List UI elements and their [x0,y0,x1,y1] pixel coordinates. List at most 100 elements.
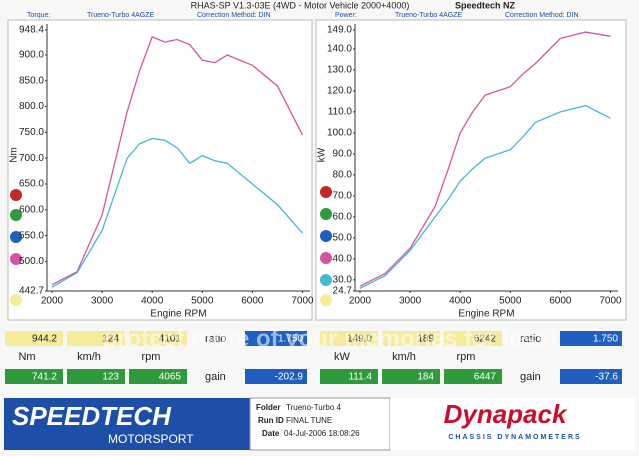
gain-label: gain [520,371,541,383]
y-tick-label: 50.0 [333,233,353,244]
y-tick-label: 600.0 [19,204,44,215]
y-tick-label: 140.0 [327,44,352,55]
y-tick-label: 130.0 [327,65,352,76]
unit: kW [334,351,351,363]
dot [10,189,22,201]
dot [320,186,332,198]
x-axis-label: Engine RPM [150,309,206,320]
gain: -37.6 [595,372,618,383]
x-tick-label: 7000 [291,296,314,307]
dot [320,274,332,286]
x-tick-label: 2000 [41,296,64,307]
x-tick-label: 7000 [599,296,622,307]
y-tick-label: 120.0 [327,86,352,97]
value-box [320,369,378,384]
vehicle: Trueno-Turbo 4AGZE [395,12,463,19]
value-box [5,369,63,384]
y-tick-label: 550.0 [19,230,44,241]
correction: Correction Method: DIN [197,12,271,19]
brand: SPEEDTECH [12,401,172,431]
y-tick-label: 900.0 [19,50,44,61]
unit: rpm [457,351,476,363]
value-box [67,331,125,346]
dyno-block [390,398,635,450]
value: 149.0 [347,334,372,345]
value: 189 [417,334,434,345]
y-tick-label: 442.7 [19,286,44,297]
value: 944.2 [32,334,57,345]
y-tick-label: 800.0 [19,101,44,112]
date-label: Date [262,429,280,438]
value: 184 [417,372,434,383]
header-title: RHAS-SP V1.3-03E (4WD - Motor Vehicle 20… [191,0,410,10]
unit: km/h [392,351,416,363]
value-box [129,369,187,384]
dot [10,209,22,221]
x-axis-label: Engine RPM [458,309,514,320]
value: 124 [102,334,119,345]
dyno-sub: CHASSIS DYNAMOMETERS [448,434,581,441]
line-series [51,36,304,286]
gain: -202.9 [275,372,304,383]
value-box [444,369,502,384]
value: 6242 [474,334,497,345]
folder-label: Folder [256,403,280,412]
x-tick-label: 4000 [141,296,164,307]
value-box [444,331,502,346]
value-box [382,369,440,384]
dot [10,253,22,265]
value-box [320,331,378,346]
unit: rpm [142,351,161,363]
x-tick-label: 3000 [399,296,422,307]
dot [10,231,22,243]
y-axis-label: kW [317,147,328,162]
dot [320,252,332,264]
header-company: Speedtech NZ [455,0,516,10]
dot [320,294,332,306]
correction: Correction Method: DIN [505,12,579,19]
value-box [5,331,63,346]
folder: Trueno-Turbo 4 [286,403,342,412]
gain-box [245,369,307,384]
ratio: 1.750 [593,334,618,345]
legend-label: Power: [335,12,357,19]
y-tick-label: 948.4 [19,25,44,36]
x-tick-label: 6000 [241,296,264,307]
unit: km/h [77,351,101,363]
gain-label: gain [205,371,226,383]
y-tick-label: 60.0 [333,212,353,223]
x-tick-label: 2000 [349,296,372,307]
value: 4065 [159,372,182,383]
y-tick-label: 650.0 [19,179,44,190]
dyno: Dynapack [444,399,568,429]
y-tick-label: 80.0 [333,170,353,181]
ratio-box [245,331,307,346]
line-series [359,104,611,289]
y-tick-label: 850.0 [19,75,44,86]
value-box [67,369,125,384]
x-tick-label: 6000 [549,296,572,307]
legend-label: Torque: [27,12,50,19]
brand-sub: MOTORSPORT [108,432,194,446]
ratio-label: ratio [520,333,541,345]
y-tick-label: 40.0 [333,254,353,265]
value: 6447 [474,372,497,383]
value: 741.2 [32,372,57,383]
y-tick-label: 100.0 [327,128,352,139]
watermark: protect more of your memories for less! [103,325,558,352]
dot [320,208,332,220]
dot [10,294,22,306]
x-tick-label: 5000 [191,296,214,307]
unit: Nm [18,351,35,363]
y-tick-label: 30.0 [333,275,353,286]
panel [7,19,313,321]
line-series [359,31,611,287]
ratio-label: ratio [205,333,226,345]
value: 123 [102,372,119,383]
dot [320,230,332,242]
brand-block [4,398,250,450]
info-block [249,397,391,451]
date: 04-Jul-2006 18:08:26 [284,429,360,438]
y-tick-label: 110.0 [328,107,353,118]
